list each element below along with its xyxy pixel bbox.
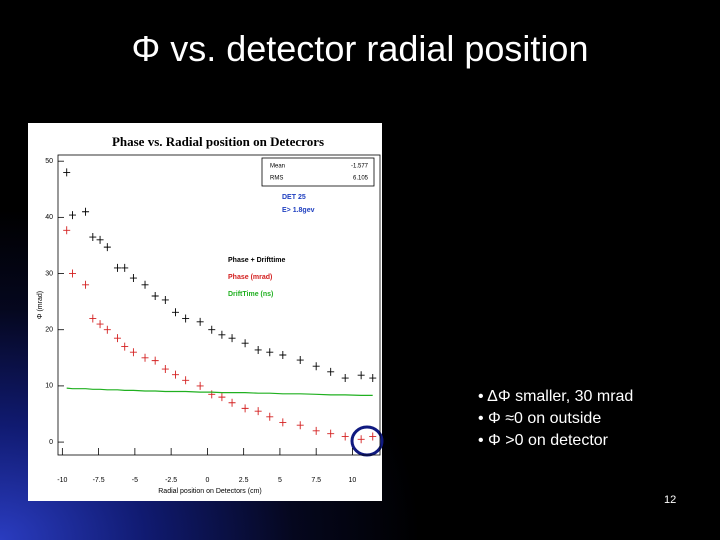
y-tick-label: 50 (45, 158, 53, 165)
stats-value: 6.105 (353, 176, 369, 182)
bullet: • ΔΦ smaller, 30 mrad (478, 388, 634, 405)
y-tick-label: 10 (45, 383, 53, 390)
data-point (89, 233, 97, 242)
data-point (254, 407, 262, 416)
annotation: E> 1.8gev (282, 207, 315, 214)
data-point (296, 421, 304, 430)
data-point (161, 365, 169, 374)
bullet-list: • ΔΦ smaller, 30 mrad • Φ ≈0 on outside … (478, 386, 633, 452)
data-point (182, 376, 190, 385)
data-point (196, 381, 204, 390)
data-point (89, 314, 97, 323)
bullet: • Φ ≈0 on outside (478, 410, 602, 427)
data-point (357, 435, 365, 444)
data-point (327, 367, 335, 376)
data-point (171, 308, 179, 317)
chart-image (28, 123, 382, 501)
x-axis-title: Radial position on Detectors (cm) (158, 488, 262, 495)
data-point (63, 226, 71, 235)
data-point (69, 211, 77, 220)
x-tick-label: -7.5 (93, 477, 105, 484)
data-point (357, 371, 365, 380)
y-tick-label: 40 (45, 214, 53, 221)
stats-label: Mean (270, 164, 285, 170)
series-line (66, 387, 373, 396)
data-point (161, 295, 169, 304)
plot-frame (57, 154, 381, 456)
data-point (369, 432, 377, 441)
y-tick-label: 30 (45, 270, 53, 277)
data-point (113, 334, 121, 343)
data-point (312, 362, 320, 371)
data-point (141, 353, 149, 362)
x-tick-label: 2.5 (239, 477, 249, 484)
data-point (121, 342, 129, 351)
data-point (254, 345, 262, 354)
data-point (129, 274, 137, 283)
y-axis-title: Φ (mrad) (37, 291, 44, 319)
data-point (327, 429, 335, 438)
data-point (196, 317, 204, 326)
data-point (82, 207, 90, 216)
stats-label: RMS (270, 176, 283, 182)
data-point (218, 330, 226, 339)
x-tick-label: 10 (349, 477, 357, 484)
data-point (218, 393, 226, 402)
bullet: • Φ >0 on detector (478, 432, 608, 449)
data-point (266, 348, 274, 357)
legend-entry: DriftTime (ns) (228, 291, 273, 298)
data-point (341, 374, 349, 383)
legend-entry: Phase (mrad) (228, 274, 272, 281)
data-point (63, 168, 71, 177)
data-point (96, 235, 104, 244)
stats-box (261, 157, 375, 187)
data-point (82, 280, 90, 289)
x-tick-label: 0 (205, 477, 209, 484)
data-point (312, 426, 320, 435)
data-point (182, 314, 190, 323)
data-point (279, 351, 287, 359)
y-tick-label: 20 (45, 327, 53, 334)
y-tick-label: 0 (49, 439, 53, 446)
data-point (279, 418, 287, 427)
stats-value: -1.577 (351, 164, 369, 170)
annotation: DET 25 (282, 194, 306, 201)
data-point (241, 339, 249, 348)
data-point (113, 263, 121, 272)
data-point (151, 292, 159, 301)
slide-title: Φ vs. detector radial position (131, 28, 589, 69)
data-point (241, 404, 249, 413)
x-tick-label: -10 (57, 477, 67, 484)
data-point (151, 356, 159, 365)
data-point (103, 243, 111, 252)
data-point (369, 374, 377, 383)
data-point (171, 370, 179, 379)
data-point (121, 263, 129, 272)
data-point (129, 348, 137, 357)
data-point (296, 356, 304, 365)
chart-title: Phase vs. Radial position on Detecrors (112, 134, 324, 149)
x-tick-label: 5 (278, 477, 282, 484)
data-point (141, 280, 149, 289)
data-point (341, 432, 349, 441)
data-point (266, 412, 274, 421)
data-point (103, 325, 111, 334)
page-number: 12 (664, 494, 677, 506)
x-tick-label: -5 (132, 477, 138, 484)
data-point (69, 269, 77, 278)
x-tick-label: 7.5 (311, 477, 321, 484)
data-point (96, 320, 104, 329)
data-point (208, 325, 216, 334)
data-point (228, 334, 236, 343)
x-tick-label: -2.5 (165, 477, 177, 484)
legend-entry: Phase + Drifttime (228, 257, 285, 264)
data-point (228, 398, 236, 407)
